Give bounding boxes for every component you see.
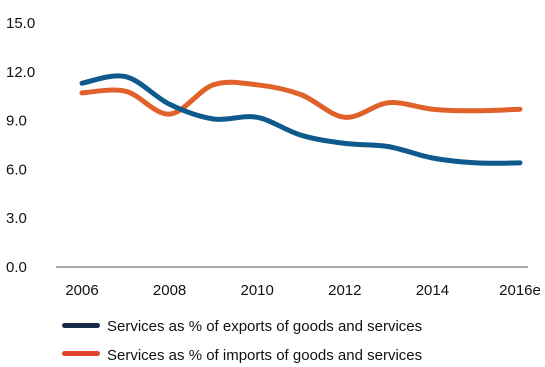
- x-tick-label: 2010: [241, 282, 274, 299]
- series-line-exports: [79, 73, 523, 166]
- y-tick-label: 0.0: [6, 259, 27, 276]
- legend-swatch-exports: [62, 323, 100, 328]
- x-tick-label: 2014: [416, 282, 449, 299]
- legend-label-exports: Services as % of exports of goods and se…: [107, 318, 422, 335]
- series-line-imports: [79, 79, 523, 120]
- y-tick-label: 3.0: [6, 210, 27, 227]
- x-tick-label: 2012: [328, 282, 361, 299]
- legend: Services as % of exports of goods and se…: [62, 318, 422, 364]
- y-axis-tick-labels: 0.0 3.0 6.0 9.0 12.0 15.0: [6, 15, 35, 276]
- legend-label-imports: Services as % of imports of goods and se…: [107, 347, 422, 364]
- x-axis-tick-labels: 2006 2008 2010 2012 2014 2016e: [65, 282, 541, 299]
- x-tick-label: 2008: [153, 282, 186, 299]
- y-tick-label: 9.0: [6, 113, 27, 130]
- legend-item-exports: Services as % of exports of goods and se…: [62, 318, 422, 335]
- legend-item-imports: Services as % of imports of goods and se…: [62, 347, 422, 364]
- legend-swatch-imports: [62, 351, 100, 356]
- x-tick-label: 2006: [65, 282, 98, 299]
- y-tick-label: 12.0: [6, 64, 35, 81]
- y-tick-label: 6.0: [6, 161, 27, 178]
- series-lines: [79, 73, 523, 166]
- x-tick-label: 2016e: [499, 282, 541, 299]
- y-tick-label: 15.0: [6, 15, 35, 32]
